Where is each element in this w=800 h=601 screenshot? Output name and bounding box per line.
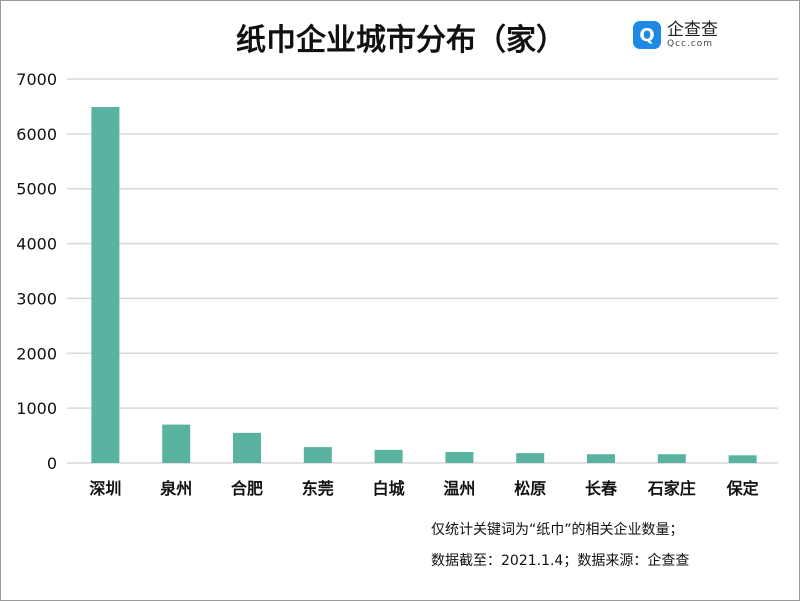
bar-泉州 [162,424,191,463]
chart-title: 纸巾企业城市分布（家） [236,23,566,58]
qcc-logo-icon: Q [633,21,661,49]
note-source: 数据截至：2021.1.4；数据来源：企查查 [431,553,690,569]
y-tick-label: 2000 [16,344,57,363]
y-tick-label: 1000 [16,399,57,418]
x-tick-label: 合肥 [231,479,263,498]
bar-保定 [728,455,757,463]
bar-合肥 [233,432,261,463]
y-tick-label: 7000 [16,70,57,89]
x-tick-label: 东莞 [302,479,334,498]
logo-domain: Qcc.com [667,39,714,49]
x-tick-label: 松原 [514,479,546,498]
bar-深圳 [91,106,120,463]
y-tick-label: 4000 [16,235,57,254]
y-tick-label: 5000 [16,180,57,199]
logo-name: 企查查 [667,20,718,40]
x-tick-label: 白城 [373,479,405,498]
x-tick-label: 温州 [442,479,475,498]
x-tick-label: 石家庄 [647,479,696,498]
y-tick-label: 0 [47,454,57,473]
bar-东莞 [303,447,332,463]
x-tick-label: 深圳 [89,479,121,498]
bar-石家庄 [657,454,686,463]
x-tick-label: 泉州 [160,479,192,498]
logo: Q 企查查 Qcc.com [633,21,718,49]
bar-长春 [587,454,615,463]
x-tick-label: 保定 [726,479,759,498]
x-tick-label: 长春 [585,479,618,498]
note-scope: 仅统计关键词为“纸巾”的相关企业数量； [431,522,684,538]
y-tick-label: 6000 [16,125,57,144]
bar-松原 [516,453,545,463]
y-tick-label: 3000 [16,289,57,308]
bar-白城 [374,449,403,463]
bar-温州 [445,452,474,463]
